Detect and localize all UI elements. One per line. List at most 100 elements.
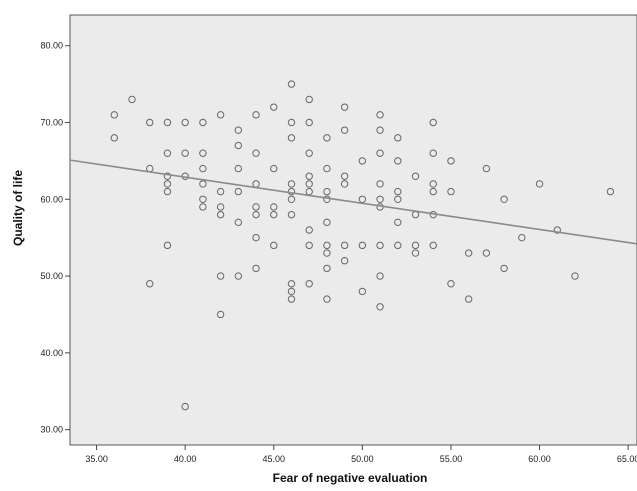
data-point [340, 180, 349, 188]
data-point [252, 264, 260, 273]
x-axis-label: Fear of negative evaluation [273, 471, 428, 485]
data-point [323, 164, 331, 173]
data-point [394, 157, 402, 165]
data-point [323, 264, 331, 273]
data-point [181, 118, 189, 127]
data-point [429, 241, 437, 250]
data-point [287, 80, 296, 88]
data-point [146, 118, 154, 127]
data-point [163, 118, 172, 127]
data-point [340, 257, 349, 265]
data-point [447, 187, 455, 196]
data-point [234, 126, 243, 134]
data-point [429, 118, 437, 127]
data-point [305, 226, 313, 234]
data-point [305, 241, 313, 250]
data-point [270, 241, 278, 250]
data-point [199, 180, 207, 188]
data-point [146, 280, 154, 288]
data-point [340, 241, 349, 250]
data-point [234, 141, 243, 150]
data-point [287, 180, 296, 188]
data-point [216, 187, 225, 196]
data-point [482, 249, 491, 257]
data-point [376, 241, 384, 250]
data-point [110, 134, 118, 142]
data-point [216, 210, 225, 219]
data-point [482, 164, 491, 173]
data-point [429, 149, 437, 157]
data-point [199, 164, 207, 173]
y-tick-label: 50.00 [40, 271, 63, 281]
data-point [429, 187, 437, 196]
x-tick-label: 50.00 [351, 454, 374, 464]
data-point [305, 172, 313, 180]
data-point [394, 218, 402, 227]
x-tick-label: 45.00 [263, 454, 286, 464]
data-point [376, 195, 384, 203]
data-point [447, 280, 455, 288]
data-point [234, 218, 243, 227]
data-point [252, 233, 260, 242]
data-point [199, 203, 207, 211]
data-point [252, 111, 260, 119]
data-point [535, 180, 544, 188]
data-point [571, 272, 579, 280]
data-point [305, 180, 313, 188]
data-point [199, 195, 207, 203]
x-tick-label: 35.00 [85, 454, 108, 464]
data-point [234, 164, 243, 173]
data-point [340, 126, 349, 134]
data-point [323, 218, 331, 227]
data-point [323, 295, 331, 303]
data-point [394, 195, 402, 203]
y-tick-label: 40.00 [40, 348, 63, 358]
data-point [340, 103, 349, 111]
data-point [270, 210, 278, 219]
data-point [305, 118, 313, 127]
data-point [305, 95, 313, 104]
data-point [376, 126, 384, 134]
data-point [606, 187, 615, 196]
data-point [199, 118, 207, 127]
data-point [323, 241, 331, 250]
data-point [270, 103, 278, 111]
data-point [305, 280, 313, 288]
data-point [252, 210, 260, 219]
data-point [411, 249, 420, 257]
data-point [323, 134, 331, 142]
data-point [358, 241, 367, 250]
data-point [464, 249, 473, 257]
data-point [323, 249, 331, 257]
data-point [181, 149, 189, 157]
data-point [447, 157, 455, 165]
data-point [464, 295, 473, 303]
data-point [287, 118, 296, 127]
data-point [216, 272, 225, 280]
plot-area [69, 14, 637, 446]
data-point [163, 172, 172, 180]
data-point [500, 195, 508, 203]
x-tick-label: 60.00 [528, 454, 551, 464]
data-point [163, 180, 172, 188]
data-point [394, 241, 402, 250]
y-axis-label: Quality of life [11, 170, 25, 246]
y-tick-label: 30.00 [40, 425, 63, 435]
data-point [216, 310, 225, 319]
data-point [394, 134, 402, 142]
data-point [358, 157, 367, 165]
data-point [376, 149, 384, 157]
data-point [287, 210, 296, 219]
x-tick-label: 40.00 [174, 454, 197, 464]
data-point [163, 187, 172, 196]
data-point [234, 272, 243, 280]
x-tick-label: 65.00 [617, 454, 637, 464]
data-point [411, 241, 420, 250]
data-point [518, 233, 526, 242]
data-point [305, 149, 313, 157]
data-point [181, 402, 189, 411]
data-point [252, 149, 260, 157]
data-point [376, 272, 384, 280]
y-tick-label: 70.00 [40, 118, 63, 128]
